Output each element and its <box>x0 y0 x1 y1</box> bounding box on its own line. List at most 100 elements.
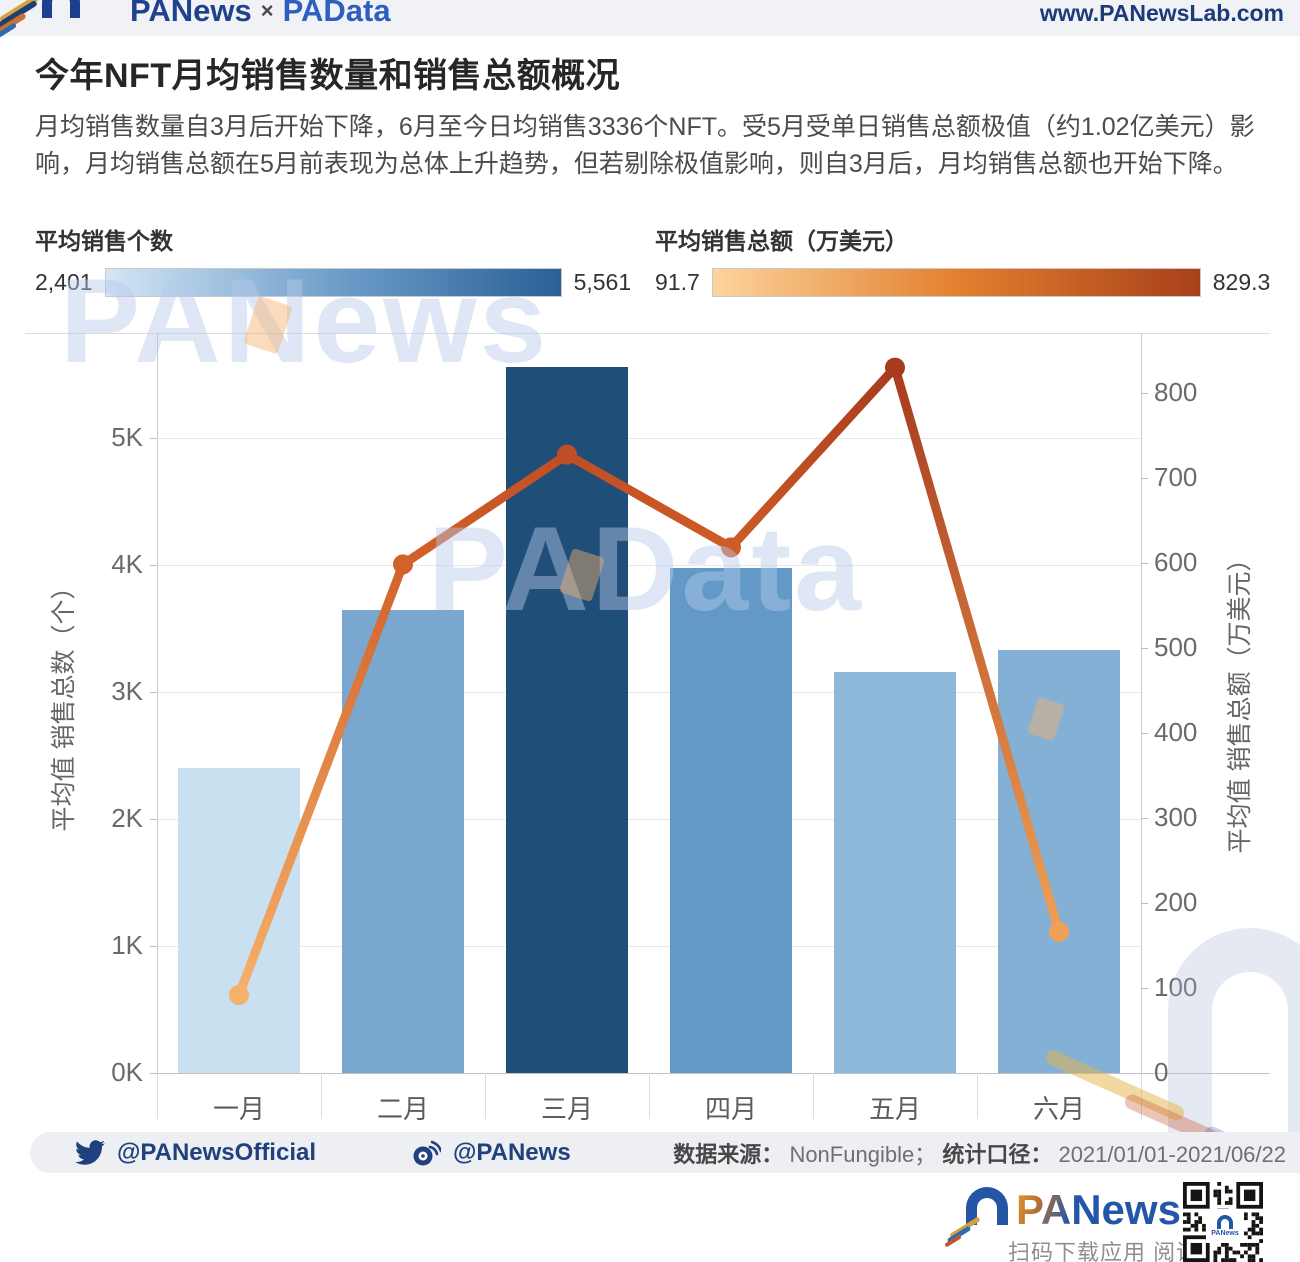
line-point <box>229 985 249 1006</box>
top-bar: PANews × PAData www.PANewsLab.com <box>0 0 1300 43</box>
right-axis-tick-label: 800 <box>1154 376 1198 407</box>
panews-logo: PANews <box>944 1185 1181 1248</box>
watermark-n-logo <box>1168 928 1300 1140</box>
brand-name: PANews <box>130 0 252 28</box>
left-axis-tick-label: 1K <box>111 930 143 961</box>
logo-n-shape <box>966 1187 1008 1225</box>
brand-logo: PANews × PAData <box>0 0 391 43</box>
weibo-handle[interactable]: @PANews <box>411 1139 571 1167</box>
right-axis-tick <box>1141 817 1148 819</box>
line-point <box>393 554 413 575</box>
qr-logo-overlay: PANews <box>1206 1209 1244 1243</box>
left-axis-tick <box>150 819 157 821</box>
logo-n-shape <box>1217 1215 1233 1229</box>
legend-sales-total-max: 829.3 <box>1212 269 1271 295</box>
month-boundary-tick <box>157 1073 158 1119</box>
month-boundary-tick <box>977 1073 978 1119</box>
month-label: 一月 <box>212 1094 265 1124</box>
month-label: 二月 <box>376 1094 429 1124</box>
panews-logo-text: PANews <box>1016 1186 1181 1233</box>
right-axis-tick-label: 400 <box>1154 716 1198 747</box>
month-boundary-tick <box>321 1073 322 1119</box>
right-axis-tick-label: 500 <box>1154 631 1198 662</box>
chart-top-border <box>25 333 1270 334</box>
month-boundary-tick <box>485 1073 486 1119</box>
legend-sales-total-scale: 91.7 829.3 <box>655 268 1270 297</box>
right-axis-tick-label: 200 <box>1154 886 1198 917</box>
month-boundary-tick <box>813 1073 814 1119</box>
right-axis-tick <box>1141 1073 1148 1074</box>
bar <box>998 649 1120 1073</box>
right-axis-tick <box>1141 987 1148 989</box>
right-axis-tick <box>1141 392 1148 394</box>
left-axis-line <box>157 333 158 1119</box>
right-axis-tick <box>1141 902 1148 904</box>
bar <box>342 610 464 1073</box>
legend-sales-count-max: 5,561 <box>573 269 632 295</box>
logo-n-shape <box>42 0 80 18</box>
legend-sales-count-scale: 2,401 5,561 <box>35 268 631 297</box>
right-axis-title: 平均值 销售总额（万美元） <box>1226 546 1254 854</box>
right-axis-tick <box>1141 647 1148 649</box>
source-label: 数据来源： <box>673 1141 784 1167</box>
left-axis-tick-label: 0K <box>111 1057 143 1087</box>
description: 月均销售数量自3月后开始下降，6月至今日均销售3336个NFT。受5月受单日销售… <box>35 113 1255 178</box>
line-segment <box>890 363 1064 937</box>
left-axis-tick <box>150 1073 157 1074</box>
weibo-handle-text: @PANews <box>453 1138 571 1166</box>
website-link[interactable]: www.PANewsLab.com <box>1039 0 1284 26</box>
weibo-icon <box>413 1140 442 1165</box>
x-axis-line <box>157 1073 1270 1074</box>
source-value: NonFungible； <box>789 1141 937 1167</box>
grid-line <box>157 438 1141 440</box>
right-axis-tick-label: 700 <box>1154 461 1198 492</box>
left-axis-tick <box>150 692 157 694</box>
twitter-icon <box>75 1140 105 1165</box>
line-point <box>885 357 905 378</box>
left-axis-tick <box>150 565 157 567</box>
bar <box>670 568 792 1073</box>
line-point <box>721 537 741 558</box>
scope-value: 2021/01/01-2021/06/22 <box>1058 1141 1286 1167</box>
bar <box>834 672 956 1073</box>
legend-sales-count-min: 2,401 <box>35 269 93 295</box>
brand-name-2: PAData <box>282 0 391 28</box>
twitter-handle[interactable]: @PANewsOfficial <box>75 1139 316 1167</box>
footer-bar: @PANewsOfficial @PANews 数据来源： NonFungibl… <box>30 1132 1300 1173</box>
page-title: 今年NFT月均销售数量和销售总额概况 <box>35 57 621 95</box>
line-segment <box>234 559 408 1000</box>
left-axis-tick <box>150 946 157 948</box>
panews-logo-icon-bottom <box>944 1185 1012 1248</box>
sales-count-gradient <box>104 268 562 297</box>
month-label: 四月 <box>704 1094 757 1124</box>
sales-total-line <box>229 357 1069 1006</box>
line-segment <box>562 450 736 552</box>
right-axis-tick-label: 600 <box>1154 546 1198 577</box>
qr-logo-text: PANews <box>1211 1230 1239 1237</box>
right-axis-line <box>1141 333 1142 1073</box>
grid-line <box>157 692 1141 694</box>
grid-line <box>157 565 1141 567</box>
data-source: 数据来源： NonFungible； 统计口径： 2021/01/01-2021… <box>673 1137 1300 1169</box>
month-label: 三月 <box>540 1094 593 1124</box>
legend-sales-count-label: 平均销售个数 <box>35 228 173 254</box>
sales-total-gradient <box>711 268 1201 297</box>
right-axis-tick <box>1141 477 1148 479</box>
right-axis-tick-label: 0 <box>1154 1057 1169 1087</box>
month-label: 五月 <box>868 1094 921 1124</box>
line-point <box>557 444 577 465</box>
legend-sales-count: 平均销售个数 2,401 5,561 <box>35 222 631 297</box>
line-segment <box>726 363 900 552</box>
month-boundary-tick <box>649 1073 650 1119</box>
left-axis-tick-label: 2K <box>111 803 143 834</box>
bar <box>178 768 300 1073</box>
grid-line <box>157 819 1141 821</box>
left-axis-tick-label: 4K <box>111 549 143 580</box>
left-axis-tick-label: 5K <box>111 422 143 453</box>
left-axis-tick-label: 3K <box>111 676 143 707</box>
line-point <box>1049 921 1069 942</box>
left-axis-tick <box>150 438 157 440</box>
right-axis-tick <box>1141 732 1148 734</box>
right-axis-tick <box>1141 562 1148 564</box>
